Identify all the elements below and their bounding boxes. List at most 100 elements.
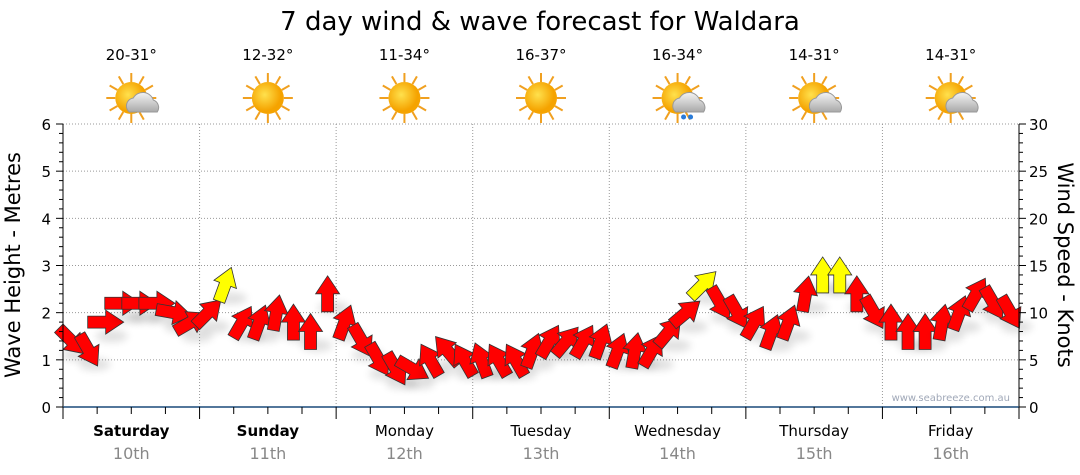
y-tick-label: 3 [41, 258, 51, 276]
sun-ray [800, 111, 808, 121]
watermark: www.seabreeze.com.au [892, 393, 1010, 404]
date-label: 13th [523, 444, 560, 463]
date-label: 12th [386, 444, 423, 463]
y-tick-label: 1 [41, 352, 51, 370]
sunny-icon [379, 73, 430, 123]
sun-ray [690, 84, 700, 91]
sun-ray [245, 105, 255, 112]
sun-ray [527, 111, 534, 121]
sun-ray [117, 111, 125, 121]
wind-arrow [549, 326, 579, 360]
wind-arrow [190, 299, 222, 331]
sun-ray [827, 84, 837, 91]
sun-ray [791, 84, 801, 91]
sun-ray [109, 84, 118, 91]
wind-arrow [685, 271, 717, 302]
wind-arrow [739, 305, 766, 342]
y2-tick-label: 15 [1029, 258, 1048, 276]
sun-ray [417, 84, 427, 91]
day-label: Thursday [778, 422, 849, 440]
wind-arrow [247, 304, 272, 342]
sun-ray [411, 75, 418, 85]
cloud [672, 92, 706, 113]
temp-range: 14-31° [925, 46, 976, 64]
sun-ray [245, 84, 255, 91]
sun-ray [391, 111, 398, 121]
sun-ray [382, 84, 392, 91]
arrow-shadow [95, 330, 128, 343]
temp-range: 16-37° [515, 46, 566, 64]
sun-ray [800, 75, 808, 85]
sun-ray [548, 111, 555, 121]
wind-arrow [332, 304, 357, 342]
sun-ray [655, 105, 665, 112]
sun-ray [109, 105, 118, 112]
y2-tick-label: 25 [1029, 163, 1048, 181]
sun-ray [937, 75, 944, 85]
day-label: Monday [375, 422, 434, 440]
arrow-shadow [181, 330, 214, 343]
temp-range: 20-31° [106, 46, 157, 64]
sun-ray [518, 105, 528, 112]
date-label: 15th [796, 444, 833, 463]
chart-title: 7 day wind & wave forecast for Waldara [280, 7, 800, 37]
sun-ray [274, 75, 282, 85]
wind-arrow [776, 304, 801, 342]
wind-arrow [929, 303, 955, 342]
sun-ray [274, 111, 282, 121]
temp-range: 14-31° [789, 46, 840, 64]
cloud [125, 92, 160, 113]
axes: 0 1 2 3 4 5 6 0 5 10 15 20 25 30 [41, 116, 1048, 419]
sun-ray [957, 111, 965, 121]
wind-arrow [297, 312, 324, 350]
day-label: Friday [928, 422, 974, 440]
grid [63, 123, 1019, 407]
sun-ray [417, 105, 427, 112]
sun-ray [684, 75, 691, 85]
wind-arrow [759, 313, 784, 352]
wind-arrow [859, 293, 885, 329]
y-tick-label: 5 [41, 163, 51, 181]
date-label: 16th [932, 444, 969, 463]
sun-ray [928, 105, 938, 112]
sun-ray [518, 84, 528, 91]
sun-disc [525, 82, 557, 114]
wind-arrow [73, 331, 100, 367]
sun-ray [928, 84, 938, 91]
y2-tick-label: 5 [1029, 352, 1039, 370]
wind-arrow [667, 300, 701, 330]
sun-ray [527, 75, 534, 85]
partly-cloudy-icon [925, 73, 979, 123]
sun-ray [664, 75, 671, 85]
sun-ray [391, 75, 398, 85]
date-label: 10th [113, 444, 150, 463]
wind-arrow [827, 256, 853, 294]
sun-ray [554, 105, 564, 112]
wind-arrow [534, 324, 561, 361]
sun-ray [144, 84, 154, 91]
sun-ray [254, 75, 261, 85]
wind-arrow [263, 294, 289, 332]
wind-arrow [995, 293, 1022, 329]
date-label: 11th [249, 444, 286, 463]
cloud [945, 92, 979, 113]
sun-ray [937, 111, 944, 121]
y-axis-label: Wave Height - Metres [1, 152, 25, 378]
sun-disc [251, 82, 284, 114]
wind-arrow [895, 312, 921, 350]
sun-ray [791, 105, 801, 112]
y2-tick-label: 0 [1029, 399, 1039, 417]
day-label: Saturday [93, 422, 170, 440]
sun-ray [382, 105, 392, 112]
sun-ray [664, 111, 671, 121]
y2-tick-label: 10 [1029, 305, 1048, 323]
y2-axis-label: Wind Speed - Knots [1053, 162, 1077, 367]
partly-cloudy-icon [106, 73, 160, 123]
cloud [808, 92, 842, 113]
wind-arrow [622, 331, 648, 370]
wind-arrow [912, 312, 938, 350]
sun-ray [411, 111, 418, 121]
y2-tick-label: 30 [1029, 116, 1048, 134]
arrow-shadow [676, 320, 709, 333]
